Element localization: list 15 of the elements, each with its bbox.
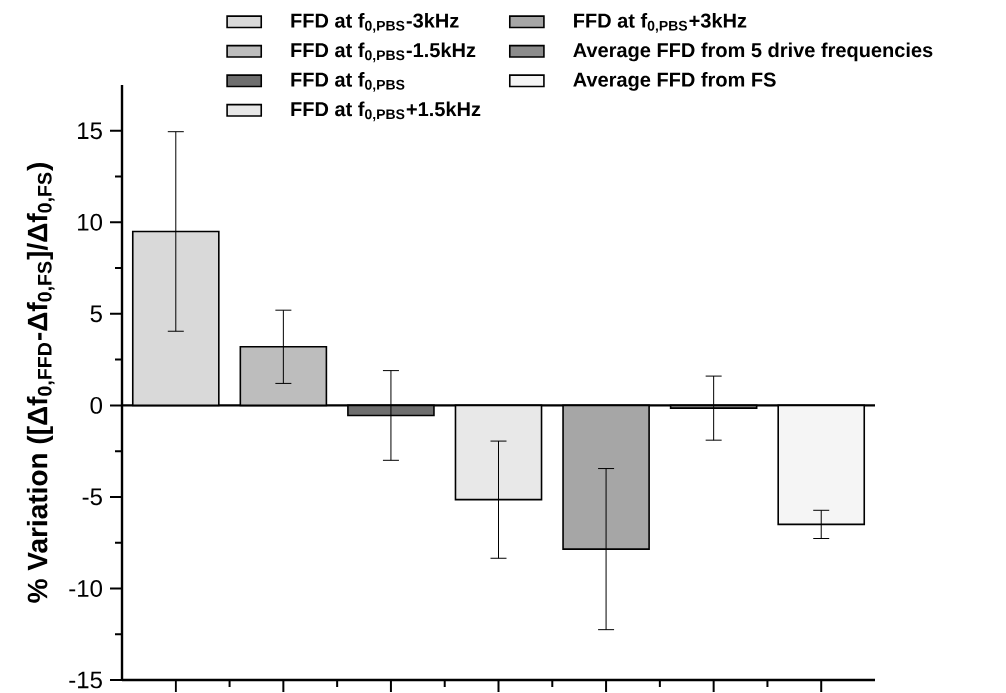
y-tick-label: -15 <box>69 671 102 689</box>
y-tick-label: -5 <box>82 488 102 506</box>
y-tick-label: 5 <box>90 305 102 323</box>
legend-label: Average FFD from 5 drive frequencies <box>573 42 933 62</box>
legend-label: FFD at f$_{0,PBS}$+3kHz <box>574 13 747 33</box>
y-tick-label: 15 <box>78 122 102 140</box>
legend-label: FFD at f$_{0,PBS}$-1.5kHz <box>291 42 476 63</box>
legend-label: FFD at f$_{0,PBS}$+1.5kHz <box>291 101 481 122</box>
legend-label: FFD at f$_{0,PBS}$-3kHz <box>291 13 459 33</box>
legend-label: Average FFD from FS <box>573 72 776 91</box>
y-tick-label: 10 <box>78 213 103 231</box>
y-axis-title: % Variation ([Δf$_{0,FFD}$-Δf$_{0,FS}$]/Δf$_{0,FS}$) <box>26 163 55 603</box>
legend-label: FFD at f$_{0,PBS}$ <box>291 72 405 92</box>
y-tick-label: 0 <box>90 396 103 414</box>
y-tick-label: -10 <box>69 579 103 597</box>
